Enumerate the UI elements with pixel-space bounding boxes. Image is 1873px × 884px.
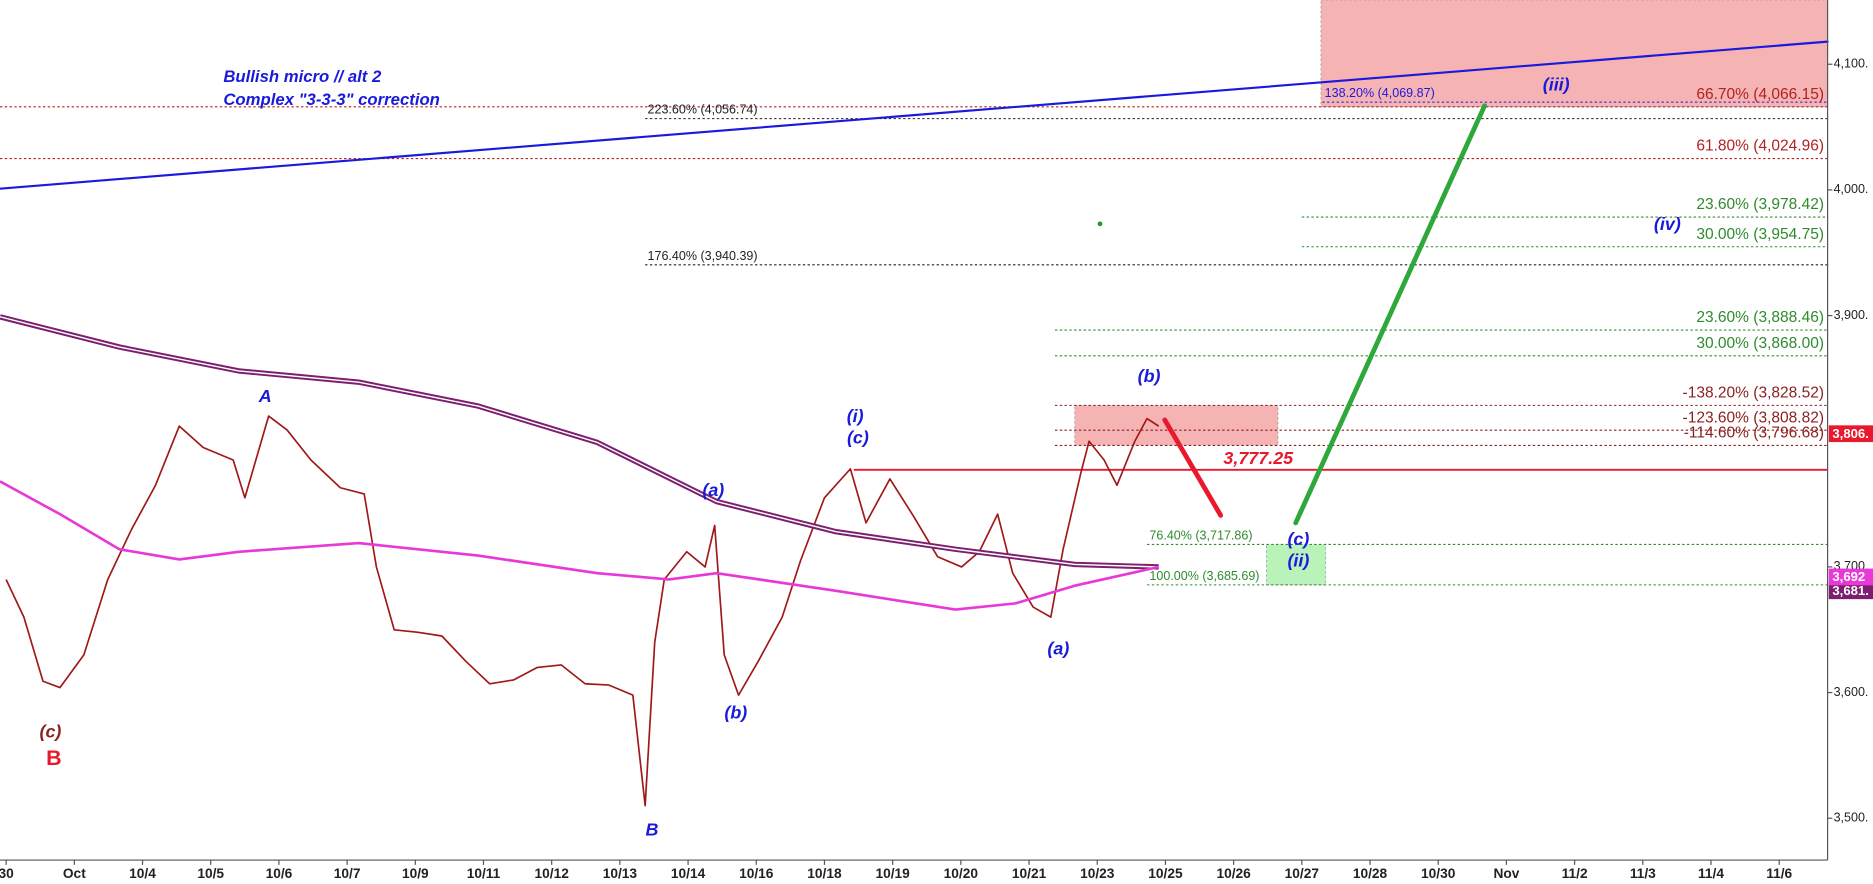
x-tick-label: 10/11 [467, 866, 501, 881]
level-label: 61.80% (4,024.96) [1696, 138, 1824, 155]
arrow [1293, 103, 1487, 526]
x-tick-label: 10/20 [944, 866, 979, 881]
wave-label: (c) [1287, 529, 1309, 549]
x-tick-label: 10/27 [1285, 866, 1320, 881]
title-line: Complex "3-3-3" correction [223, 90, 440, 109]
level-label: 23.60% (3,978.42) [1696, 196, 1824, 213]
level-label: 30.00% (3,868.00) [1696, 335, 1824, 352]
series-line-inner [0, 316, 1159, 568]
x-tick-label: 10/30 [1421, 866, 1456, 881]
x-tick-label: 11/3 [1630, 866, 1656, 881]
y-tick-label: 3,900. [1834, 308, 1869, 322]
x-tick-label: 10/4 [129, 866, 156, 881]
price-tag-label: 3,692 [1832, 569, 1865, 584]
x-tick-label: 10/16 [739, 866, 774, 881]
dot [1097, 221, 1103, 227]
annotations: (c)BAB(a)(b)(i)(c)(a)(b)(iii)(iv)(c)(ii) [40, 74, 1681, 839]
wave-label: (i) [847, 406, 864, 426]
y-tick-label: 3,500. [1834, 811, 1869, 825]
x-tick-label: 11/6 [1766, 866, 1792, 881]
y-tick-label: 4,100. [1834, 57, 1869, 71]
wave-label: (a) [702, 480, 724, 500]
wave-label: (b) [1138, 366, 1161, 386]
arrow [1162, 417, 1224, 518]
wave-label: (ii) [1287, 551, 1309, 571]
zone [1320, 0, 1828, 108]
series [0, 314, 1160, 807]
wave-label: A [258, 386, 272, 406]
x-tick-label: 10/14 [671, 866, 706, 881]
level-label: 223.60% (4,056.74) [648, 103, 758, 117]
level-label: 176.40% (3,940.39) [648, 249, 758, 263]
x-tick-label: 10/13 [603, 866, 638, 881]
wave-label: (c) [847, 427, 869, 447]
level-label: 23.60% (3,888.46) [1696, 309, 1824, 326]
y-tick-label: 4,000. [1834, 182, 1869, 196]
x-tick-label: 10/19 [875, 866, 910, 881]
series-line [0, 480, 1159, 611]
zones [1074, 0, 1828, 586]
levels: 66.70% (4,066.15) 223.60% (4,056.74) 61.80… [0, 86, 1828, 586]
title-line: Bullish micro // alt 2 [223, 67, 382, 86]
level-label: 76.40% (3,717.86) [1149, 528, 1252, 542]
x-tick-label: 11/4 [1698, 866, 1724, 881]
level-label: 3,777.25 [1223, 448, 1294, 468]
level-label: -114.60% (3,796.68) [1684, 425, 1824, 442]
x-tick-label: 11/2 [1562, 866, 1588, 881]
wave-label: (iv) [1654, 214, 1681, 234]
series-line [5, 415, 1160, 807]
x-tick-label: 10/18 [807, 866, 842, 881]
x-tick-label: Oct [63, 866, 86, 881]
wave-label: (c) [40, 722, 62, 742]
x-tick-label: 10/12 [535, 866, 570, 881]
wave-label: (iii) [1543, 74, 1570, 94]
level-label: 66.70% (4,066.15) [1696, 86, 1824, 103]
wave-label: (b) [724, 703, 747, 723]
x-tick-label: 10/21 [1012, 866, 1047, 881]
trendline [0, 40, 1829, 190]
wave-label: B [645, 820, 658, 840]
level-label: -138.20% (3,828.52) [1683, 385, 1824, 402]
price-tag [1828, 582, 1873, 600]
price-tag-label: 3,806. [1832, 426, 1869, 441]
x-tick-label: Nov [1493, 866, 1519, 881]
x-tick-label: 10/9 [402, 866, 429, 881]
y-tick-label: 3,600. [1834, 685, 1869, 699]
x-tick-label: 30 [0, 866, 14, 881]
x-tick-label: 10/7 [334, 866, 361, 881]
price-tag [1828, 425, 1873, 443]
level-label: 100.00% (3,685.69) [1149, 569, 1259, 583]
trendlines [0, 40, 1829, 526]
price-tag [1828, 568, 1873, 586]
x-tick-label: 10/6 [266, 866, 293, 881]
level-label: 30.00% (3,954.75) [1696, 226, 1824, 243]
x-tick-label: 10/26 [1216, 866, 1251, 881]
x-tick-label: 10/25 [1148, 866, 1183, 881]
x-tick-label: 10/23 [1080, 866, 1115, 881]
wave-label: B [46, 746, 62, 770]
x-tick-label: 10/28 [1353, 866, 1388, 881]
price-tag-label: 3,681. [1832, 583, 1869, 598]
wave-label: (a) [1047, 639, 1069, 659]
level-label: -123.60% (3,808.82) [1683, 409, 1824, 426]
x-tick-label: 10/5 [197, 866, 224, 881]
level-label: 138.20% (4,069.87) [1325, 86, 1435, 100]
